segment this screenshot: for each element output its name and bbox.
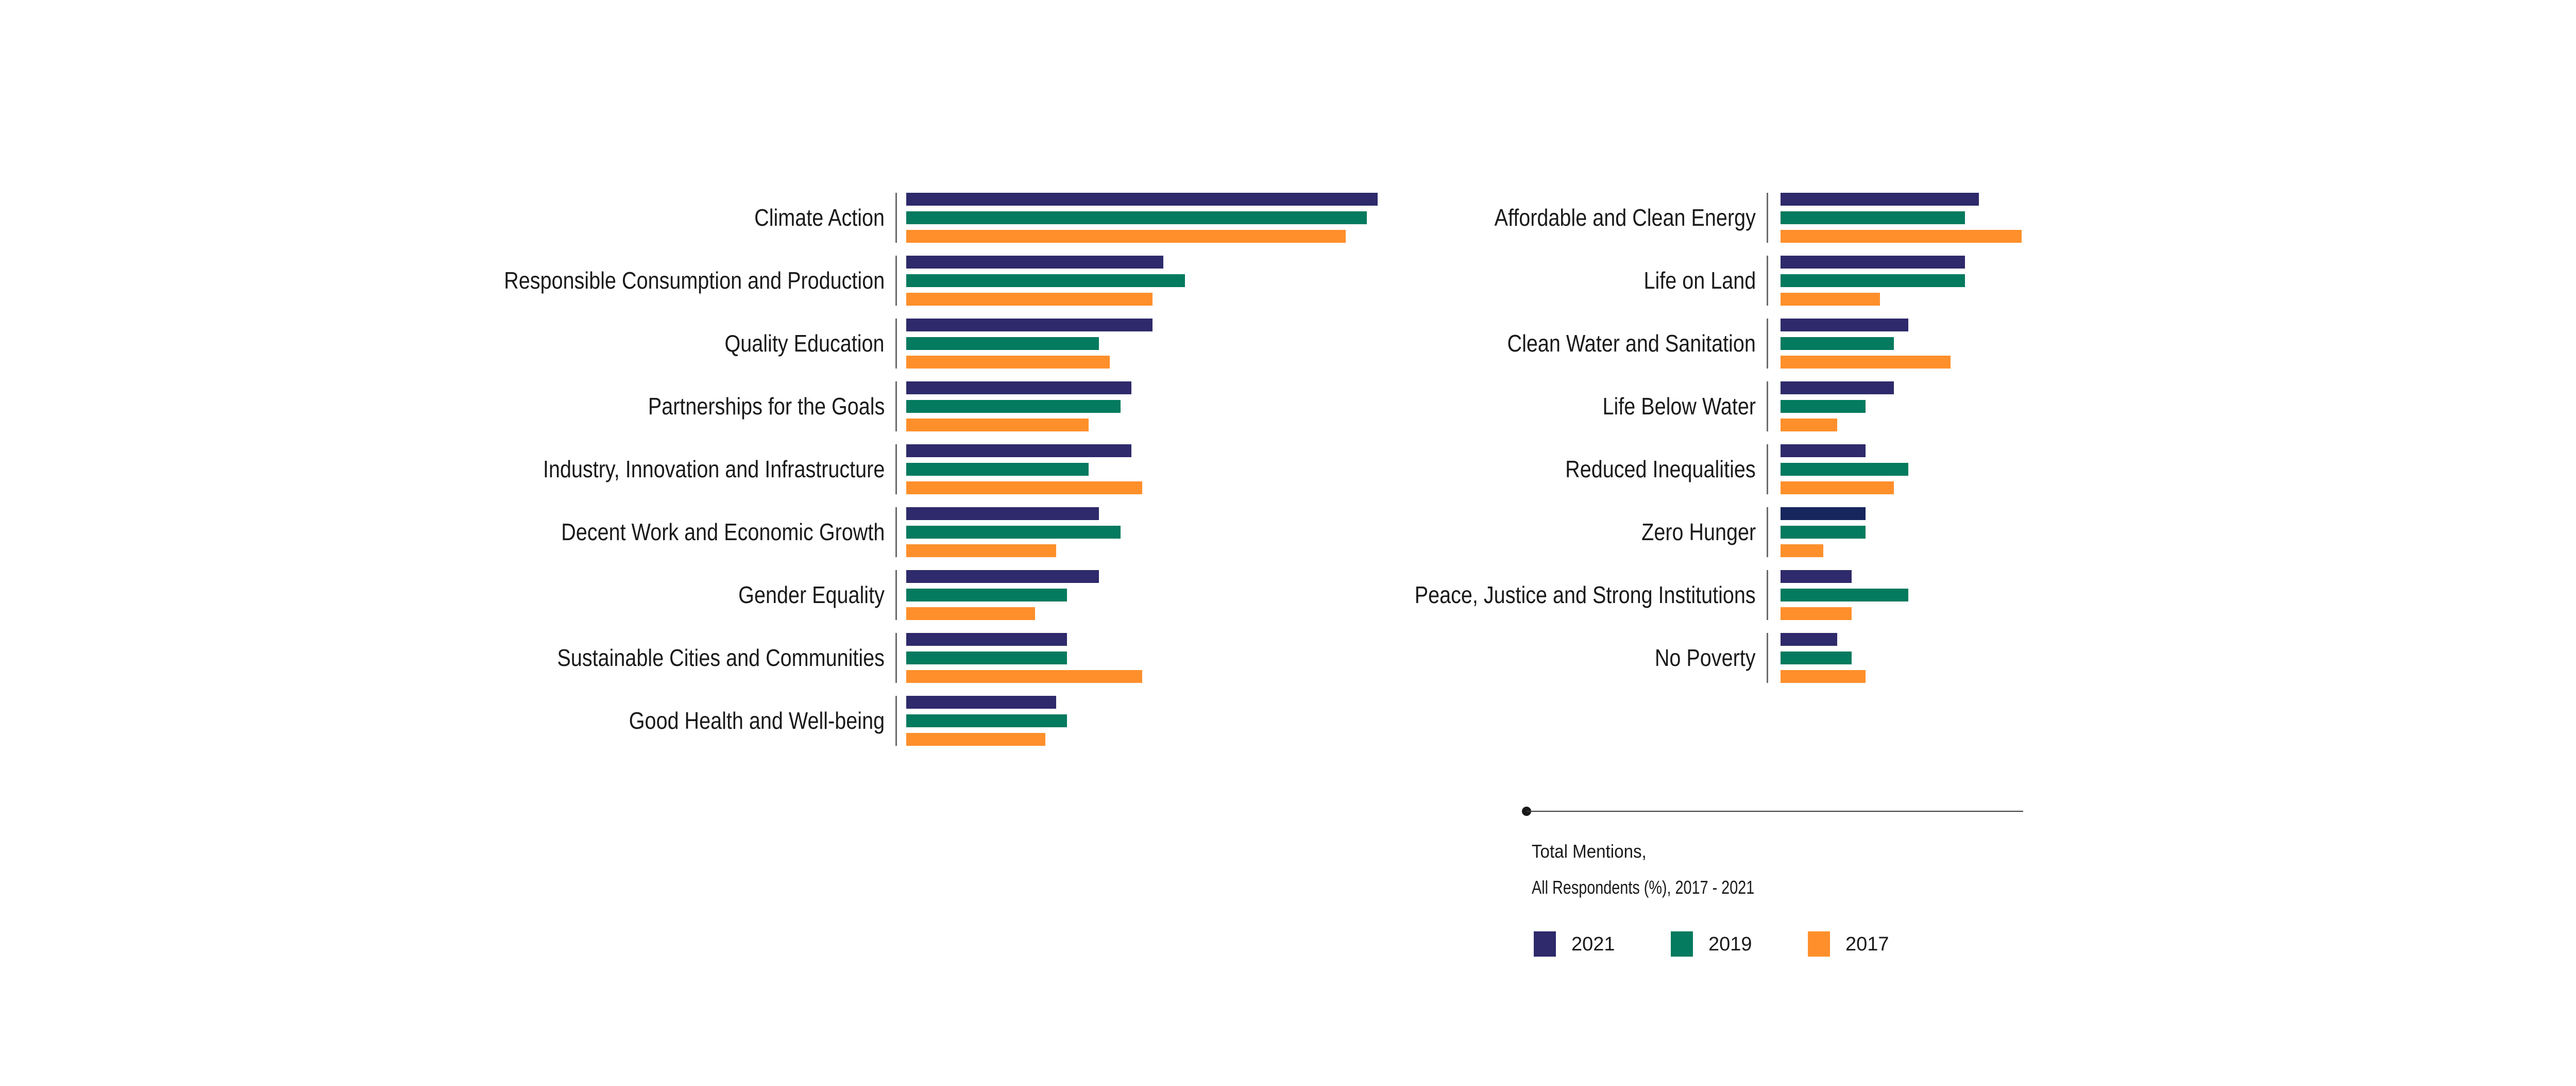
bar-2017 — [1781, 293, 1880, 306]
category-divider — [1767, 633, 1768, 683]
bar-2017 — [1781, 356, 1951, 369]
legend-swatch-2019 — [1671, 931, 1693, 957]
category-divider — [1767, 381, 1768, 431]
category-label: Zero Hunger — [1641, 519, 1756, 545]
category-divider — [895, 696, 897, 746]
bar-2021 — [1781, 381, 1894, 394]
category-label: Climate Action — [754, 204, 885, 231]
category-label: Partnerships for the Goals — [648, 393, 885, 420]
bar-2019 — [1781, 463, 1908, 476]
legend-label-2019: 2019 — [1708, 933, 1752, 955]
bar-2021 — [1781, 193, 1979, 206]
legend-rule-line — [1527, 811, 2023, 812]
category-label: Life Below Water — [1602, 393, 1756, 420]
category-divider — [895, 444, 897, 494]
bar-2017 — [906, 230, 1346, 243]
category-label: Good Health and Well-being — [629, 707, 885, 734]
bar-2017 — [1781, 230, 2022, 243]
bar-2021 — [906, 507, 1099, 520]
category-divider — [1767, 319, 1768, 369]
category-divider — [895, 570, 897, 620]
bar-2021 — [1781, 256, 1965, 269]
bar-2019 — [1781, 589, 1908, 602]
category-label: Sustainable Cities and Communities — [557, 644, 885, 671]
category-divider — [1767, 570, 1768, 620]
bar-2021 — [906, 570, 1099, 583]
bar-2019 — [906, 651, 1067, 664]
bar-2019 — [1781, 337, 1894, 350]
bar-2019 — [1781, 651, 1852, 664]
bar-2017 — [906, 356, 1110, 369]
bar-2017 — [1781, 670, 1866, 683]
bar-2017 — [906, 607, 1035, 620]
bar-2017 — [1781, 544, 1823, 557]
bar-2019 — [906, 463, 1089, 476]
category-label: Life on Land — [1643, 267, 1756, 294]
category-divider — [895, 381, 897, 431]
bar-2021 — [906, 319, 1153, 331]
bar-2021 — [906, 381, 1131, 394]
bar-2021 — [1781, 633, 1837, 646]
category-label: Affordable and Clean Energy — [1494, 204, 1756, 231]
legend-label-2021: 2021 — [1571, 933, 1615, 955]
legend-title-line1: Total Mentions, — [1532, 841, 1647, 862]
bar-2019 — [1781, 211, 1965, 224]
bar-2019 — [906, 400, 1121, 413]
bar-2019 — [906, 589, 1067, 602]
bar-2017 — [906, 293, 1153, 306]
bar-2017 — [1781, 481, 1894, 494]
category-divider — [895, 633, 897, 683]
bar-2017 — [906, 481, 1142, 494]
bar-2019 — [1781, 400, 1866, 413]
bar-2019 — [906, 526, 1121, 539]
bar-2021 — [1781, 444, 1866, 457]
bar-2017 — [906, 544, 1056, 557]
legend-swatch-2021 — [1534, 931, 1556, 957]
category-label: Responsible Consumption and Production — [504, 267, 885, 294]
bar-2017 — [1781, 607, 1852, 620]
bar-2017 — [906, 419, 1089, 431]
category-divider — [895, 193, 897, 243]
legend-swatch-2017 — [1808, 931, 1830, 957]
category-divider — [1767, 444, 1768, 494]
category-label: Decent Work and Economic Growth — [561, 519, 885, 545]
bar-2019 — [906, 211, 1367, 224]
category-label: No Poverty — [1655, 644, 1756, 671]
bar-2021 — [906, 696, 1056, 709]
bar-2017 — [1781, 419, 1837, 431]
bar-2021 — [906, 444, 1131, 457]
legend-label-2017: 2017 — [1845, 933, 1889, 955]
bar-2021 — [1781, 570, 1852, 583]
bar-2019 — [1781, 526, 1866, 539]
bar-2021 — [906, 193, 1378, 206]
category-divider — [895, 256, 897, 306]
category-label: Clean Water and Sanitation — [1507, 330, 1756, 357]
category-divider — [1767, 256, 1768, 306]
category-divider — [1767, 507, 1768, 557]
legend-title-line2: All Respondents (%), 2017 - 2021 — [1532, 877, 1755, 898]
bar-2019 — [906, 714, 1067, 727]
bar-2021 — [1781, 319, 1908, 331]
bar-2019 — [906, 337, 1099, 350]
bar-2017 — [906, 733, 1045, 746]
bar-2021 — [1781, 507, 1866, 520]
category-divider — [895, 507, 897, 557]
category-divider — [1767, 193, 1768, 243]
category-label: Gender Equality — [738, 581, 885, 608]
bar-2021 — [906, 633, 1067, 646]
category-label: Reduced Inequalities — [1565, 456, 1756, 482]
bar-2019 — [1781, 274, 1965, 287]
category-label: Peace, Justice and Strong Institutions — [1415, 581, 1756, 608]
category-label: Industry, Innovation and Infrastructure — [543, 456, 885, 482]
category-divider — [895, 319, 897, 369]
category-label: Quality Education — [724, 330, 885, 357]
bar-2021 — [906, 256, 1163, 269]
bar-2019 — [906, 274, 1185, 287]
bar-2017 — [906, 670, 1142, 683]
